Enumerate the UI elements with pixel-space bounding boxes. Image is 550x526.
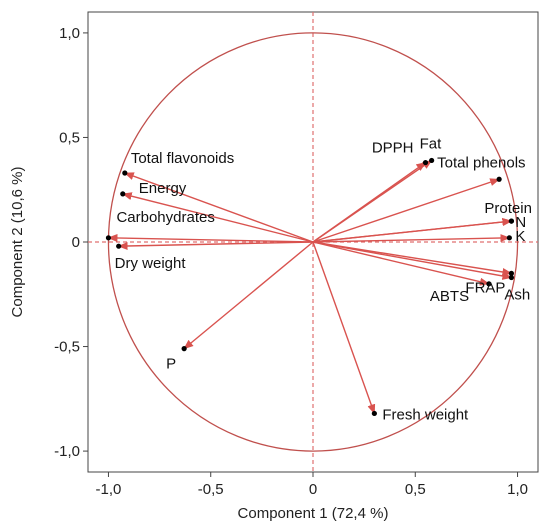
label-fat: Fat bbox=[420, 135, 443, 152]
point-fresh-weight bbox=[371, 410, 377, 417]
label-k: K bbox=[515, 228, 525, 245]
point-abts bbox=[486, 281, 492, 287]
point-fat bbox=[429, 157, 435, 164]
arrow-k bbox=[312, 234, 511, 243]
y-axis-title: Component 2 (10,6 %) bbox=[9, 167, 26, 318]
label-ash: Ash bbox=[504, 287, 530, 304]
arrow-n bbox=[312, 218, 513, 243]
arrow-dry-weight bbox=[117, 241, 314, 250]
label-total-flavonoids: Total flavonoids bbox=[131, 150, 234, 167]
label-p: P bbox=[166, 356, 176, 373]
arrow-total-phenols bbox=[312, 178, 501, 243]
point-dpph bbox=[422, 159, 429, 166]
label-abts: ABTS bbox=[430, 288, 469, 305]
label-dpph: DPPH bbox=[372, 140, 414, 157]
x-tick-label: -1,0 bbox=[96, 481, 122, 498]
label-frap: FRAP bbox=[465, 279, 505, 296]
point-n bbox=[508, 218, 515, 224]
point-ash bbox=[508, 274, 515, 281]
arrow-p bbox=[183, 241, 314, 350]
point-total-flavonoids bbox=[122, 170, 128, 176]
arrow-carbohydrates bbox=[107, 234, 314, 243]
y-tick-label: 0 bbox=[72, 234, 80, 251]
point-frap bbox=[508, 270, 515, 276]
label-dry-weight: Dry weight bbox=[115, 255, 187, 272]
y-tick-label: -0,5 bbox=[54, 339, 80, 356]
label-fresh-weight: Fresh weight bbox=[382, 406, 469, 423]
arrow-abts bbox=[312, 241, 490, 286]
point-total-phenols bbox=[496, 176, 502, 182]
y-tick-label: 1,0 bbox=[59, 25, 80, 42]
y-tick-label: 0,5 bbox=[59, 129, 80, 146]
point-dry-weight bbox=[116, 243, 122, 249]
x-tick-label: 0,5 bbox=[405, 481, 426, 498]
arrow-fat bbox=[312, 159, 433, 243]
point-p bbox=[181, 346, 187, 352]
arrow-ash bbox=[312, 241, 513, 280]
label-protein: Protein bbox=[484, 200, 532, 217]
y-tick-label: -1,0 bbox=[54, 443, 80, 460]
label-energy: Energy bbox=[139, 180, 187, 197]
x-axis-title: Component 1 (72,4 %) bbox=[238, 505, 389, 522]
label-n: N bbox=[515, 214, 526, 231]
label-carbohydrates: Carbohydrates bbox=[116, 209, 214, 226]
x-tick-label: 0 bbox=[309, 481, 317, 498]
arrow-fresh-weight bbox=[312, 241, 376, 415]
arrow-total-flavonoids bbox=[123, 172, 314, 243]
arrow-energy bbox=[121, 192, 314, 243]
point-energy bbox=[120, 191, 126, 197]
x-tick-label: 1,0 bbox=[507, 481, 528, 498]
point-k bbox=[506, 235, 512, 241]
x-tick-label: -0,5 bbox=[198, 481, 224, 498]
label-total-phenols: Total phenols bbox=[437, 154, 525, 171]
point-carbohydrates bbox=[105, 235, 112, 241]
